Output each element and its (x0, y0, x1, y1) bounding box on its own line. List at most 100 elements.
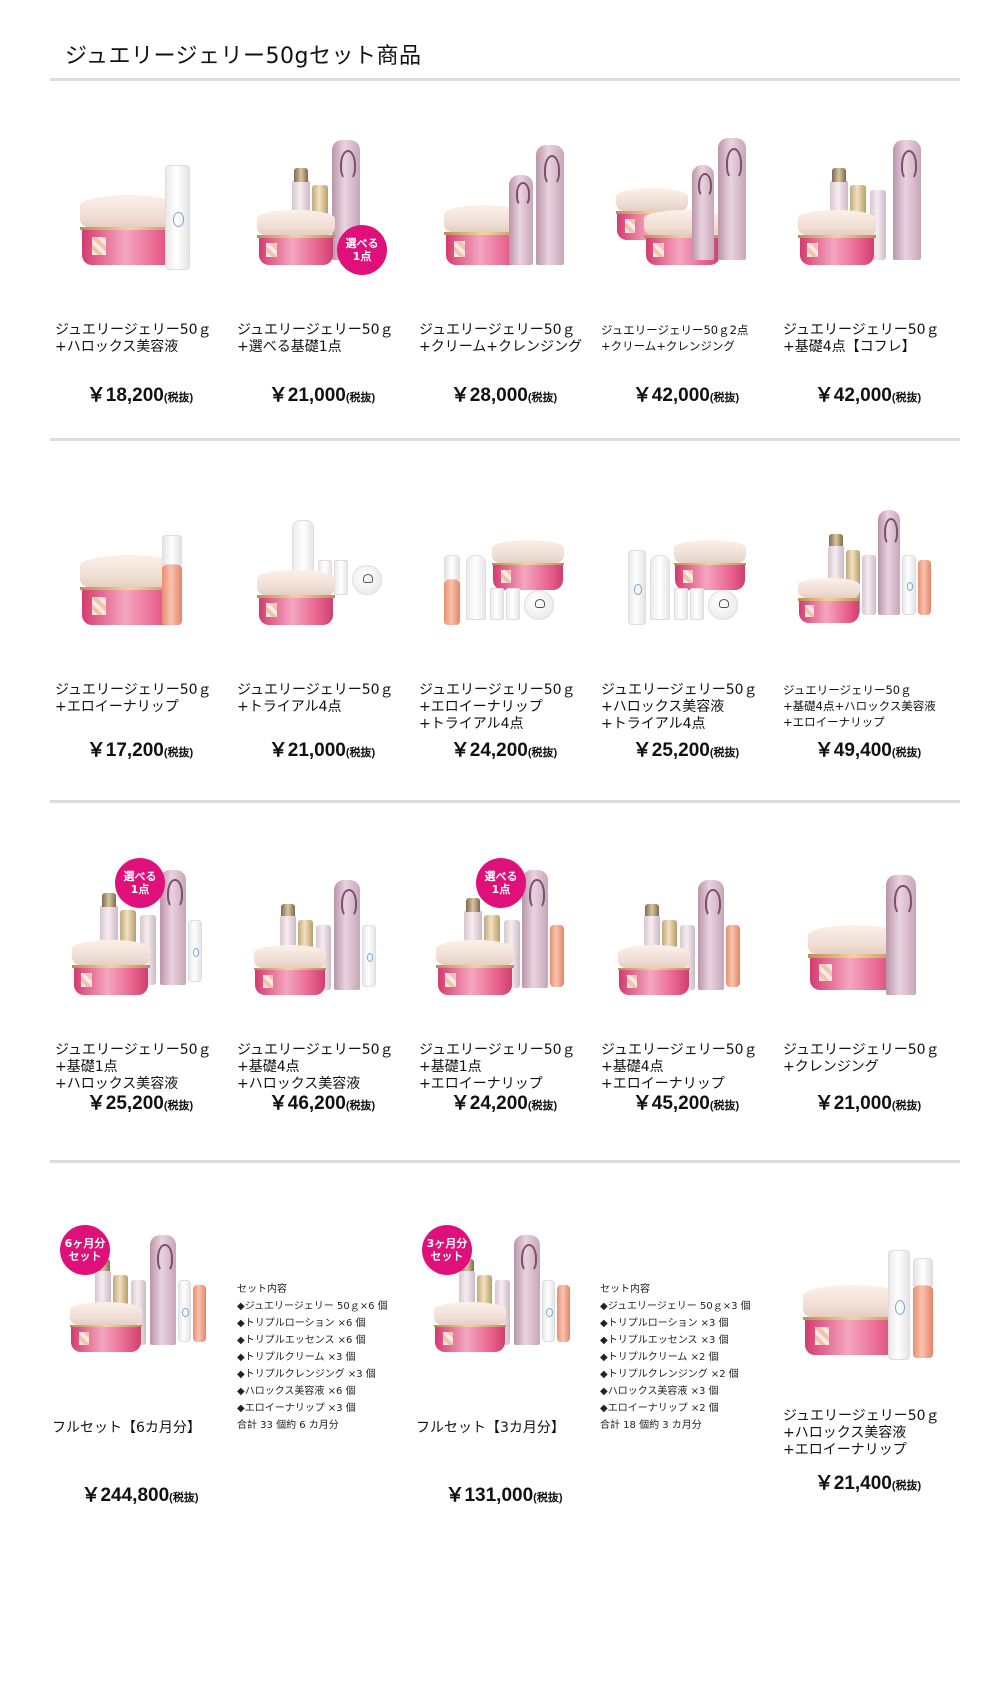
product-card[interactable]: ジュエリージェリー50ｇ +ハロックス美容液 ￥18,200(税抜) (50, 110, 230, 410)
product-card[interactable]: ジュエリージェリー50ｇ +エロイーナリップ +トライアル4点 ￥24,200(税抜… (414, 470, 594, 770)
product-name[interactable]: ジュエリージェリー50ｇ +ハロックス美容液 +エロイーナリップ (783, 1408, 940, 1458)
product-image[interactable] (778, 470, 958, 660)
divider (50, 78, 960, 81)
product-price: ￥28,000(税抜) (450, 385, 558, 406)
product-name[interactable]: ジュエリージェリー50ｇ +トライアル4点 (237, 682, 394, 715)
jar-icon (803, 1285, 903, 1355)
product-name[interactable]: ジュエリージェリー50ｇ +ハロックス美容液 (55, 322, 212, 355)
dropper-cap-icon (102, 893, 116, 907)
trial-bottle-icon (674, 588, 688, 620)
serum-bottle-icon (888, 1250, 910, 1360)
product-price: ￥45,200(税抜) (632, 1093, 740, 1114)
jar-icon (798, 210, 876, 265)
product-card[interactable]: ジュエリージェリー50ｇ +基礎4点【コフレ】 ￥42,000(税抜) (778, 110, 958, 410)
product-image[interactable] (596, 830, 776, 1020)
product-price: ￥24,200(税抜) (450, 740, 558, 761)
product-card[interactable]: 選べる 1点 ジュエリージェリー50ｇ +基礎1点 +ハロックス美容液 ￥25,20… (50, 830, 230, 1130)
serum-bottle-icon (178, 1280, 191, 1342)
jar-icon (72, 940, 150, 995)
product-image[interactable] (778, 1190, 958, 1380)
product-card[interactable]: 選べる 1点 ジュエリージェリー50ｇ +基礎1点 +エロイーナリップ ￥24,20… (414, 830, 594, 1130)
trial-tube-icon (466, 555, 486, 620)
choose-one-badge: 選べる 1点 (115, 858, 165, 908)
jar-icon (436, 940, 514, 995)
product-name[interactable]: ジュエリージェリー50ｇ +基礎4点 +ハロックス美容液 (237, 1042, 394, 1092)
product-card[interactable]: ジュエリージェリー50ｇ +クレンジング ￥21,000(税抜) (778, 830, 958, 1130)
lip-bottle-icon (162, 565, 182, 625)
product-name[interactable]: ジュエリージェリー50ｇ2点 +クリーム+クレンジング (601, 323, 749, 353)
product-image[interactable] (414, 830, 594, 1020)
product-card[interactable]: ジュエリージェリー50ｇ +クリーム+クレンジング ￥28,000(税抜) (414, 110, 594, 410)
product-name[interactable]: ジュエリージェリー50ｇ +基礎4点 +エロイーナリップ (601, 1042, 758, 1092)
product-card[interactable]: ジュエリージェリー50ｇ2点 +クリーム+クレンジング ￥42,000(税抜) (596, 110, 776, 410)
tube-icon (509, 175, 533, 265)
page-title: ジュエリージェリー50gセット商品 (65, 44, 422, 69)
jar-icon (618, 945, 690, 995)
product-card[interactable]: 選べる 1点 ジュエリージェリー50ｇ +選べる基礎1点 ￥21,000(税抜) (232, 110, 412, 410)
choose-one-badge: 選べる 1点 (476, 858, 526, 908)
jar-icon (80, 195, 180, 265)
tube-icon (150, 1235, 176, 1345)
product-name[interactable]: フルセット【6カ月分】 (52, 1420, 201, 1436)
product-card[interactable]: ジュエリージェリー50ｇ +基礎4点+ハロックス美容液 +エロイーナリップ ￥49,… (778, 470, 958, 770)
product-name[interactable]: ジュエリージェリー50ｇ +基礎4点+ハロックス美容液 +エロイーナリップ (783, 683, 936, 729)
trial-pot-icon (708, 590, 738, 620)
lip-bottle-icon (444, 580, 460, 625)
product-card[interactable]: ジュエリージェリー50ｇ +基礎4点 +ハロックス美容液 ￥46,200(税抜) (232, 830, 412, 1130)
product-name[interactable]: ジュエリージェリー50ｇ +エロイーナリップ +トライアル4点 (419, 682, 576, 732)
product-card[interactable]: ジュエリージェリー50ｇ +エロイーナリップ ￥17,200(税抜) (50, 470, 230, 770)
set-contents-list: セット内容 ◆ジュエリージェリー 50ｇ×3 個 ◆トリプルローション ×3 個… (600, 1284, 751, 1431)
product-image[interactable] (232, 830, 412, 1020)
product-card[interactable]: ジュエリージェリー50ｇ +トライアル4点 ￥21,000(税抜) (232, 470, 412, 770)
product-image[interactable] (232, 110, 412, 300)
product-name[interactable]: ジュエリージェリー50ｇ +クリーム+クレンジング (419, 322, 583, 355)
product-image[interactable] (414, 470, 594, 660)
tube-icon (514, 1235, 540, 1345)
tube-icon (536, 145, 564, 265)
jar-icon (434, 1302, 506, 1352)
dropper-cap-icon (466, 898, 480, 912)
set-contents-list: セット内容 ◆ジュエリージェリー 50ｇ×6 個 ◆トリプルローション ×6 個… (237, 1284, 388, 1431)
full-set-card[interactable]: 3ヶ月分 セット フルセット【3カ月分】 ￥131,000(税抜) (414, 1190, 594, 1506)
product-name[interactable]: ジュエリージェリー50ｇ +クレンジング (783, 1042, 940, 1075)
lip-bottle-icon (726, 925, 740, 987)
product-price: ￥21,000(税抜) (268, 385, 376, 406)
product-image[interactable] (50, 1190, 230, 1380)
three-month-badge: 3ヶ月分 セット (422, 1225, 472, 1275)
trial-pot-icon (352, 565, 382, 595)
product-price: ￥25,200(税抜) (86, 1093, 194, 1114)
product-name[interactable]: ジュエリージェリー50ｇ +エロイーナリップ (55, 682, 212, 715)
product-name[interactable]: ジュエリージェリー50ｇ +基礎4点【コフレ】 (783, 322, 940, 355)
product-price: ￥244,800(税抜) (81, 1485, 199, 1506)
dropper-cap-icon (645, 904, 659, 916)
full-set-card[interactable]: 6ヶ月分 セット フルセット【6カ月分】 ￥244,800(税抜) (50, 1190, 230, 1506)
product-price: ￥21,400(税抜) (814, 1473, 922, 1494)
product-name[interactable]: ジュエリージェリー50ｇ +基礎1点 +ハロックス美容液 (55, 1042, 212, 1092)
trial-tube-icon (650, 555, 670, 620)
product-image[interactable] (50, 110, 230, 300)
product-price: ￥49,400(税抜) (814, 740, 922, 761)
divider (50, 438, 960, 441)
product-name[interactable]: ジュエリージェリー50ｇ +基礎1点 +エロイーナリップ (419, 1042, 576, 1092)
product-name[interactable]: ジュエリージェリー50ｇ +選べる基礎1点 (237, 322, 394, 355)
product-image[interactable] (414, 110, 594, 300)
product-image[interactable] (50, 830, 230, 1020)
choose-one-badge: 選べる 1点 (337, 225, 387, 275)
jar-icon (492, 540, 564, 590)
product-card[interactable]: ジュエリージェリー50ｇ +ハロックス美容液 +トライアル4点 ￥25,200(税抜… (596, 470, 776, 770)
tube-icon (886, 875, 916, 995)
product-image[interactable] (778, 110, 958, 300)
product-image[interactable] (596, 470, 776, 660)
product-card[interactable]: ジュエリージェリー50ｇ +ハロックス美容液 +エロイーナリップ ￥21,400(税… (778, 1190, 958, 1494)
product-image[interactable] (596, 110, 776, 300)
product-image[interactable] (414, 1190, 594, 1380)
product-card[interactable]: ジュエリージェリー50ｇ +基礎4点 +エロイーナリップ ￥45,200(税抜) (596, 830, 776, 1130)
lip-cap-icon (444, 555, 460, 580)
product-image[interactable] (50, 470, 230, 660)
tube-icon (522, 870, 548, 988)
product-image[interactable] (778, 830, 958, 1020)
product-name[interactable]: フルセット【3カ月分】 (416, 1420, 565, 1436)
product-name[interactable]: ジュエリージェリー50ｇ +ハロックス美容液 +トライアル4点 (601, 682, 758, 732)
product-image[interactable] (232, 470, 412, 660)
product-price: ￥25,200(税抜) (632, 740, 740, 761)
